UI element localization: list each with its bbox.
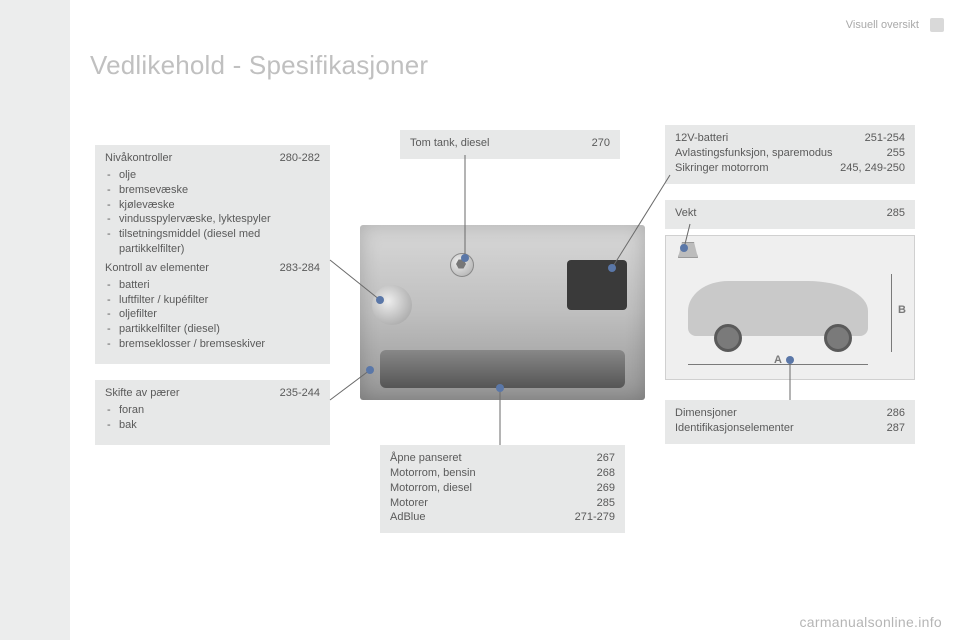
bonnet-r1-pages: 267 <box>597 451 615 466</box>
checks-label: Kontroll av elementer <box>105 261 209 276</box>
levels-items: olje bremsevæske kjølevæske vindusspyler… <box>105 168 320 257</box>
list-item: foran <box>119 403 320 418</box>
dim-arrow-b <box>891 274 892 352</box>
box-level-checks: Nivåkontroller 280-282 olje bremsevæske … <box>95 145 330 364</box>
list-item: tilsetningsmiddel (diesel med partikkelf… <box>119 227 320 257</box>
car-dimensions-figure: A B <box>665 235 915 380</box>
battery-r1-pages: 251-254 <box>865 131 905 146</box>
header-section-label: Visuell oversikt <box>846 19 919 31</box>
car-wheel-rear <box>824 324 852 352</box>
dims-r1-label: Dimensjoner <box>675 406 737 421</box>
battery-r1-label: 12V-batteri <box>675 131 728 146</box>
engine-bay-figure <box>360 225 645 400</box>
battery-r2-label: Avlastingsfunksjon, sparemodus <box>675 146 833 161</box>
dim-label-a: A <box>774 354 782 366</box>
page: Visuell oversikt Vedlikehold - Spesifika… <box>0 0 960 640</box>
bonnet-r2-label: Motorrom, bensin <box>390 466 476 481</box>
list-item: partikkelfilter (diesel) <box>119 322 320 337</box>
bulbs-pages: 235-244 <box>280 386 320 401</box>
list-item: oljefilter <box>119 307 320 322</box>
battery-r3-pages: 245, 249-250 <box>840 161 905 176</box>
dims-r1-pages: 286 <box>887 406 905 421</box>
bulbs-label: Skifte av pærer <box>105 386 180 401</box>
page-number-placeholder <box>930 18 944 32</box>
weight-icon <box>674 242 700 262</box>
car-wheel-front <box>714 324 742 352</box>
box-priming: Tom tank, diesel 270 <box>400 130 620 159</box>
levels-label: Nivåkontroller <box>105 151 172 166</box>
bonnet-r4-label: Motorer <box>390 496 428 511</box>
weight-label: Vekt <box>675 206 696 221</box>
box-bonnet: Åpne panseret 267 Motorrom, bensin 268 Mot… <box>380 445 625 533</box>
battery-r3-label: Sikringer motorrom <box>675 161 769 176</box>
list-item: batteri <box>119 278 320 293</box>
bonnet-r2-pages: 268 <box>597 466 615 481</box>
dims-r2-label: Identifikasjonselementer <box>675 421 794 436</box>
box-dimensions: Dimensjoner 286 Identifikasjonselementer 2… <box>665 400 915 444</box>
bonnet-r5-label: AdBlue <box>390 510 425 525</box>
header: Visuell oversikt <box>846 18 944 32</box>
bulbs-items: foran bak <box>105 403 320 433</box>
box-bulbs: Skifte av pærer 235-244 foran bak <box>95 380 330 445</box>
dims-r2-pages: 287 <box>887 421 905 436</box>
levels-pages: 280-282 <box>280 151 320 166</box>
left-margin-band <box>0 0 70 640</box>
battery-r2-pages: 255 <box>887 146 905 161</box>
list-item: vindusspylervæske, lyktespyler <box>119 212 320 227</box>
list-item: olje <box>119 168 320 183</box>
bonnet-r1-label: Åpne panseret <box>390 451 462 466</box>
bonnet-r3-label: Motorrom, diesel <box>390 481 472 496</box>
page-title: Vedlikehold - Spesifikasjoner <box>90 50 428 81</box>
box-battery: 12V-batteri 251-254 Avlastingsfunksjon, s… <box>665 125 915 184</box>
checks-items: batteri luftfilter / kupéfilter oljefilt… <box>105 278 320 352</box>
priming-pages: 270 <box>592 136 610 151</box>
priming-label: Tom tank, diesel <box>410 136 489 151</box>
list-item: luftfilter / kupéfilter <box>119 293 320 308</box>
list-item: bremsevæske <box>119 183 320 198</box>
engine-cap <box>450 253 474 277</box>
watermark: carmanualsonline.info <box>800 614 943 630</box>
battery-block-icon <box>567 260 627 310</box>
front-panel-icon <box>380 350 625 388</box>
box-weight: Vekt 285 <box>665 200 915 229</box>
weight-pages: 285 <box>887 206 905 221</box>
reservoir-icon <box>372 285 412 325</box>
list-item: bremseklosser / bremseskiver <box>119 337 320 352</box>
checks-pages: 283-284 <box>280 261 320 276</box>
dim-label-b: B <box>898 304 906 316</box>
bonnet-r3-pages: 269 <box>597 481 615 496</box>
bonnet-r5-pages: 271-279 <box>575 510 615 525</box>
list-item: bak <box>119 418 320 433</box>
bonnet-r4-pages: 285 <box>597 496 615 511</box>
list-item: kjølevæske <box>119 198 320 213</box>
